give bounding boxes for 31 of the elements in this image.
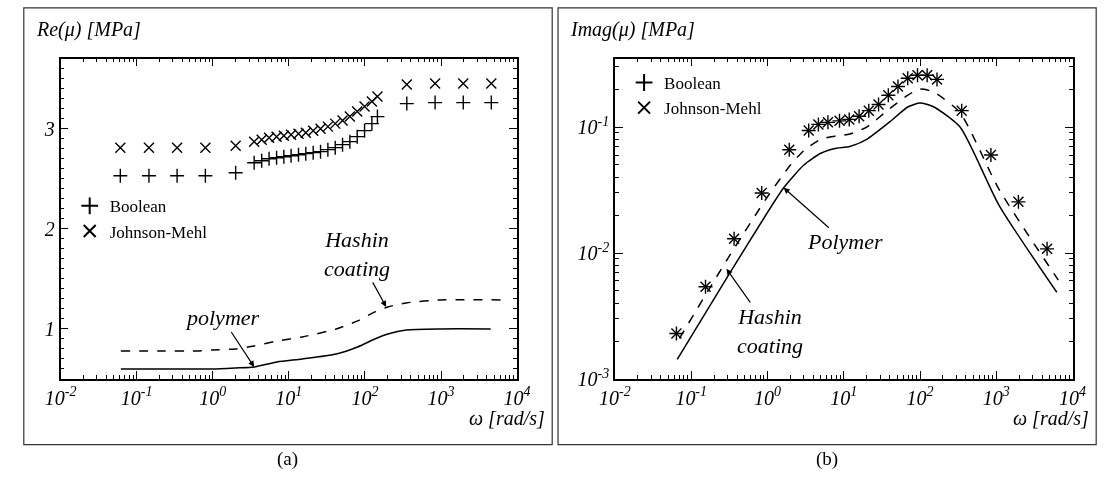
x-tick-label: 10$^{4}$ [1059, 384, 1087, 409]
x-tick-label: 10$^{0}$ [753, 384, 781, 409]
annotation: Polymer [807, 229, 883, 254]
x-tick-label: 10$^{3}$ [427, 384, 455, 409]
x-tick-label: 10$^{2}$ [906, 384, 934, 409]
x-tick-label: 10$^{0}$ [199, 384, 227, 409]
legend-label: Boolean [664, 74, 722, 94]
annotation: polymer [185, 305, 260, 330]
annotation: Hashin coating [324, 227, 390, 281]
y-tick-label: 1 [44, 317, 55, 340]
x-axis-title: ω [rad/s] [469, 407, 545, 429]
y-tick-label: 10$^{-2}$ [577, 239, 610, 265]
x-tick-label: 10$^{1}$ [830, 384, 858, 409]
legend-label: Boolean [109, 197, 167, 217]
y-tick-label: 2 [44, 217, 55, 240]
legend-label: Johnson-Mehl [664, 99, 762, 119]
x-tick-label: 10$^{3}$ [982, 384, 1010, 409]
annotation: Hashin coating [737, 304, 803, 358]
legend-label: Johnson-Mehl [109, 222, 208, 242]
x-tick-label: 10$^{1}$ [275, 384, 303, 409]
y-tick-label: 3 [43, 117, 55, 140]
x-tick-label: 10$^{4}$ [503, 384, 531, 409]
chart-title: Imag(μ) [MPa] [570, 18, 695, 41]
chart-title: Re(μ) [MPa] [36, 18, 141, 41]
y-tick-label: 10$^{-1}$ [577, 113, 610, 139]
text: (b) [816, 448, 839, 470]
text: (a) [277, 448, 299, 470]
x-tick-label: 10$^{-1}$ [675, 384, 708, 409]
x-axis-title: ω [rad/s] [1013, 407, 1089, 429]
x-tick-label: 10$^{-1}$ [120, 384, 153, 409]
x-tick-label: 10$^{2}$ [351, 384, 379, 409]
